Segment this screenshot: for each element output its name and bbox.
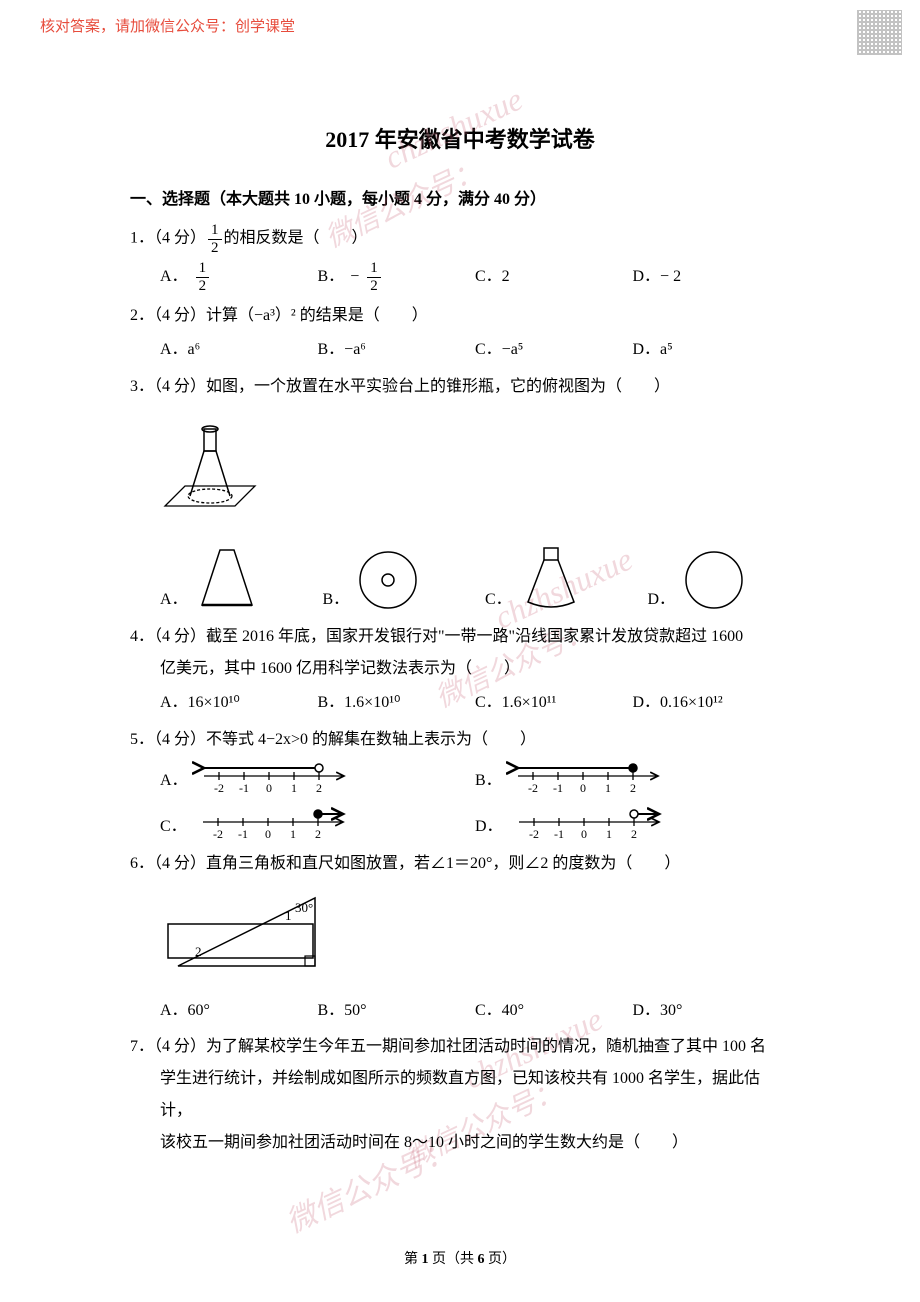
question-7: 7．（4 分）为了解某校学生今年五一期间参加社团活动时间的情况，随机抽查了其中 … [130,1031,790,1159]
q4-line1: 4．（4 分）截至 2016 年底，国家开发银行对"一带一路"沿线国家累计发放贷… [130,621,790,653]
flask-outline-icon [516,540,586,615]
option-d: D． [648,545,791,615]
q2-stem: 2．（4 分）计算（−a³）² 的结果是（ ） [130,300,790,332]
svg-text:2: 2 [315,827,321,841]
option-a: A．60° [160,997,318,1026]
question-1: 1．（4 分）12的相反数是（ ） A． 12 B． −12 C．2 D．− 2 [130,222,790,294]
option-b: B．−a⁶ [318,336,476,365]
question-3: 3．（4 分）如图，一个放置在水平实验台上的锥形瓶，它的俯视图为（ ） A． [130,371,790,615]
page-title: 2017 年安徽省中考数学试卷 [130,120,790,160]
flask-figure [160,411,260,521]
option-d: D．− 2 [633,263,791,292]
question-4: 4．（4 分）截至 2016 年底，国家开发银行对"一带一路"沿线国家累计发放贷… [130,621,790,718]
svg-text:-2: -2 [528,781,538,795]
question-5: 5．（4 分）不等式 4−2x>0 的解集在数轴上表示为（ ） A． -2-10… [130,724,790,842]
svg-text:-2: -2 [529,827,539,841]
triangle-ruler-figure: 30° 1 2 [160,888,350,978]
svg-text:-1: -1 [238,827,248,841]
option-c: C． [485,540,628,615]
numberline-d-icon: -2 -1 0 1 2 [509,802,669,842]
q7-line3: 该校五一期间参加社团活动时间在 8～10 小时之间的学生数大约是（ ） [130,1127,790,1159]
numberline-c-icon: -2 -1 0 1 2 [193,802,353,842]
q3-stem: 3．（4 分）如图，一个放置在水平实验台上的锥形瓶，它的俯视图为（ ） [130,371,790,403]
fraction: 12 [196,260,210,294]
option-d: D．0.16×10¹² [633,689,791,718]
q1-suffix: 的相反数是（ ） [224,230,368,247]
option-a: A． [160,540,303,615]
svg-text:0: 0 [581,827,587,841]
svg-text:-1: -1 [239,781,249,795]
option-c: C．2 [475,263,633,292]
option-b: B． [323,545,466,615]
option-c: C．−a⁵ [475,336,633,365]
option-d: D．a⁵ [633,336,791,365]
option-d: D． -2-1012 [475,802,790,842]
svg-text:2: 2 [195,944,202,959]
q7-line2: 学生进行统计，并绘制成如图所示的频数直方图，已知该校共有 1000 名学生，据此… [130,1063,790,1127]
svg-text:0: 0 [580,781,586,795]
trapezoid-icon [192,540,262,615]
svg-text:2: 2 [631,827,637,841]
svg-text:2: 2 [630,781,636,795]
svg-text:1: 1 [290,827,296,841]
concentric-circle-icon [353,545,423,615]
option-a: A．16×10¹⁰ [160,689,318,718]
numberline-b-icon: -2 -1 0 1 2 [508,756,668,796]
svg-text:1: 1 [285,908,292,923]
svg-text:-1: -1 [553,781,563,795]
q4-line2: 亿美元，其中 1600 亿用科学记数法表示为（ ） [130,653,790,685]
svg-text:2: 2 [316,781,322,795]
svg-text:0: 0 [266,781,272,795]
svg-text:0: 0 [265,827,271,841]
q5-stem: 5．（4 分）不等式 4−2x>0 的解集在数轴上表示为（ ） [130,724,790,756]
section-heading: 一、选择题（本大题共 10 小题，每小题 4 分，满分 40 分） [130,186,790,215]
option-b: B． -2-1012 [475,756,790,796]
option-b: B．50° [318,997,476,1026]
circle-icon [679,545,749,615]
q7-line1: 7．（4 分）为了解某校学生今年五一期间参加社团活动时间的情况，随机抽查了其中 … [130,1031,790,1063]
svg-text:1: 1 [606,827,612,841]
option-c: C． -2-1012 [160,802,475,842]
svg-text:1: 1 [291,781,297,795]
option-a: A． 12 [160,260,318,294]
svg-text:1: 1 [605,781,611,795]
option-a: A． -2-1012 [160,756,475,796]
option-d: D．30° [633,997,791,1026]
question-6: 6．（4 分）直角三角板和直尺如图放置，若∠1＝20°，则∠2 的度数为（ ） … [130,848,790,1026]
option-b: B． −12 [318,260,476,294]
numberline-a-icon: -2 -1 0 1 2 [194,756,354,796]
option-c: C．1.6×10¹¹ [475,689,633,718]
fraction: 12 [208,222,222,256]
question-2: 2．（4 分）计算（−a³）² 的结果是（ ） A．a⁶ B．−a⁶ C．−a⁵… [130,300,790,365]
option-c: C．40° [475,997,633,1026]
option-a: A．a⁶ [160,336,318,365]
q1-prefix: 1．（4 分） [130,230,206,247]
svg-text:30°: 30° [295,900,313,915]
option-b: B．1.6×10¹⁰ [318,689,476,718]
svg-text:-1: -1 [554,827,564,841]
fraction: 12 [367,260,381,294]
page-footer: 第 1 页（共 6 页） [0,1247,920,1272]
q6-stem: 6．（4 分）直角三角板和直尺如图放置，若∠1＝20°，则∠2 的度数为（ ） [130,848,790,880]
svg-text:-2: -2 [214,781,224,795]
svg-text:-2: -2 [213,827,223,841]
